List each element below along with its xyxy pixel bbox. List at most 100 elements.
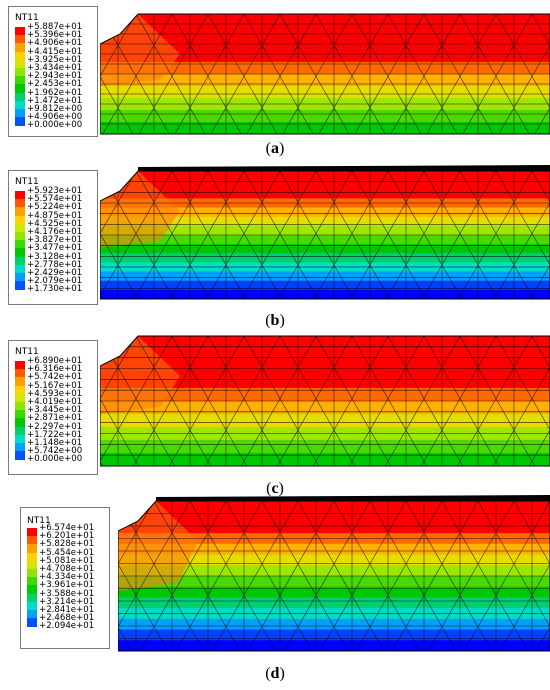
color-swatch bbox=[15, 199, 25, 208]
legend-value-label: +1.730e+01 bbox=[27, 284, 83, 295]
contour-band bbox=[118, 501, 550, 513]
color-swatch bbox=[15, 240, 25, 249]
legend-a: NT11 +5.887e+01 +5.396e+01 +4.906e+01 +4.41… bbox=[8, 6, 98, 137]
legend-value-label: +4.019e+01 bbox=[27, 397, 83, 407]
contour-band bbox=[100, 262, 550, 273]
color-swatch bbox=[15, 248, 25, 257]
body-outline bbox=[100, 170, 550, 300]
panel-c: NT11 +6.890e+01 +6.316e+01 +5.742e+01 +5.16… bbox=[0, 330, 550, 500]
color-swatch bbox=[27, 544, 37, 553]
legend-value-label: +4.176e+01 bbox=[27, 227, 83, 237]
contour-band bbox=[100, 62, 550, 75]
legend-value-label: +2.943e+01 bbox=[27, 71, 83, 82]
contour-band bbox=[118, 640, 550, 651]
legend-value-label: +2.429e+01 bbox=[27, 268, 83, 278]
legend-value-label: +6.890e+01 bbox=[27, 356, 83, 366]
legend-value-label: +6.316e+01 bbox=[27, 364, 83, 375]
legend-value-label: +4.415e+01 bbox=[27, 46, 83, 57]
contour-band bbox=[118, 618, 550, 631]
legend-value-label: +6.574e+01 bbox=[39, 523, 95, 533]
temperature-contour-a bbox=[100, 13, 550, 135]
legend-value-label: +3.434e+01 bbox=[27, 63, 83, 73]
color-swatch bbox=[27, 610, 37, 619]
color-swatch bbox=[15, 402, 25, 411]
legend-value-label: +2.468e+01 bbox=[39, 613, 95, 624]
contour-band bbox=[100, 171, 550, 181]
contour-band bbox=[100, 440, 550, 454]
color-swatch bbox=[15, 443, 25, 452]
legend-value-label: +1.722e+01 bbox=[27, 429, 83, 440]
color-swatch bbox=[15, 385, 25, 395]
legend-value-label: +4.875e+01 bbox=[27, 210, 83, 221]
legend-title: NT11 bbox=[15, 13, 39, 23]
contour-band bbox=[100, 235, 550, 245]
contour-band bbox=[100, 349, 550, 363]
contour-band bbox=[100, 38, 550, 51]
color-swatch bbox=[27, 593, 37, 603]
caption-c: (c) bbox=[266, 480, 284, 497]
color-swatch bbox=[15, 51, 25, 61]
contour-band bbox=[100, 453, 550, 466]
corner-gradient bbox=[118, 501, 198, 591]
contour-band bbox=[100, 401, 550, 415]
legend-value-label: +2.871e+01 bbox=[27, 413, 83, 424]
body-outline bbox=[100, 13, 550, 135]
legend-value-label: +1.962e+01 bbox=[27, 87, 83, 98]
color-swatch bbox=[15, 76, 25, 85]
color-swatch bbox=[15, 426, 25, 436]
legend-value-label: +2.453e+01 bbox=[27, 79, 83, 90]
contour-band bbox=[100, 375, 550, 389]
legend-value-label: +6.201e+01 bbox=[39, 531, 95, 542]
color-swatch bbox=[15, 273, 25, 282]
legend-value-label: +5.167e+01 bbox=[27, 380, 83, 391]
contour-bands bbox=[118, 501, 550, 651]
legend-c: NT11 +6.890e+01 +6.316e+01 +5.742e+01 +5.16… bbox=[8, 340, 98, 475]
color-swatch bbox=[15, 191, 25, 200]
contour-band bbox=[118, 511, 550, 524]
color-swatch bbox=[15, 117, 25, 126]
color-swatch bbox=[27, 577, 37, 586]
contour-band bbox=[100, 388, 550, 402]
contour-band bbox=[100, 14, 550, 27]
contour-band bbox=[100, 289, 550, 299]
legend-d: NT11 +6.574e+01 +6.201e+01 +5.828e+01 +5.45… bbox=[20, 507, 110, 649]
legend-title: NT11 bbox=[27, 516, 51, 526]
legend-value-label: +5.454e+01 bbox=[39, 547, 95, 558]
mesh-grid bbox=[100, 14, 550, 134]
legend-value-label: +3.925e+01 bbox=[27, 54, 83, 65]
contour-band bbox=[118, 565, 550, 577]
contour-band bbox=[118, 533, 550, 545]
legend-value-label: +2.094e+01 bbox=[39, 621, 95, 632]
color-swatch bbox=[15, 68, 25, 77]
contour-band bbox=[100, 362, 550, 376]
color-swatch bbox=[15, 393, 25, 403]
color-swatch bbox=[27, 552, 37, 562]
color-swatch bbox=[15, 215, 25, 225]
mesh-grid bbox=[100, 171, 550, 299]
legend-value-label: +1.472e+01 bbox=[27, 95, 83, 106]
legend-value-label: +5.923e+01 bbox=[27, 186, 83, 196]
legend-value-label: +4.906e+01 bbox=[27, 38, 83, 49]
legend-b: NT11 +5.923e+01 +5.574e+01 +5.224e+01 +4.87… bbox=[8, 170, 98, 305]
contour-band bbox=[100, 225, 550, 236]
legend-value-label: +4.708e+01 bbox=[39, 564, 95, 574]
color-swatch bbox=[15, 264, 25, 274]
legend-value-label: +5.887e+01 bbox=[27, 22, 83, 32]
color-swatch bbox=[15, 84, 25, 93]
legend-value-label: +5.574e+01 bbox=[27, 194, 83, 205]
temperature-contour-d bbox=[118, 495, 550, 652]
legend-value-label: +3.827e+01 bbox=[27, 235, 83, 246]
color-swatch bbox=[15, 35, 25, 44]
contour-band bbox=[118, 586, 550, 599]
legend-value-label: +2.841e+01 bbox=[39, 605, 95, 615]
contour-band bbox=[118, 554, 550, 566]
panel-d: NT11 +6.574e+01 +6.201e+01 +5.828e+01 +5.45… bbox=[0, 495, 550, 690]
legend-value-label: +4.525e+01 bbox=[27, 218, 83, 229]
contour-band bbox=[100, 271, 550, 282]
color-swatch bbox=[15, 207, 25, 216]
contour-band bbox=[100, 74, 550, 87]
color-swatch bbox=[15, 232, 25, 241]
contour-bands bbox=[100, 14, 550, 134]
legend-value-label: +4.906e+00 bbox=[27, 112, 83, 123]
body-outline bbox=[118, 500, 550, 652]
